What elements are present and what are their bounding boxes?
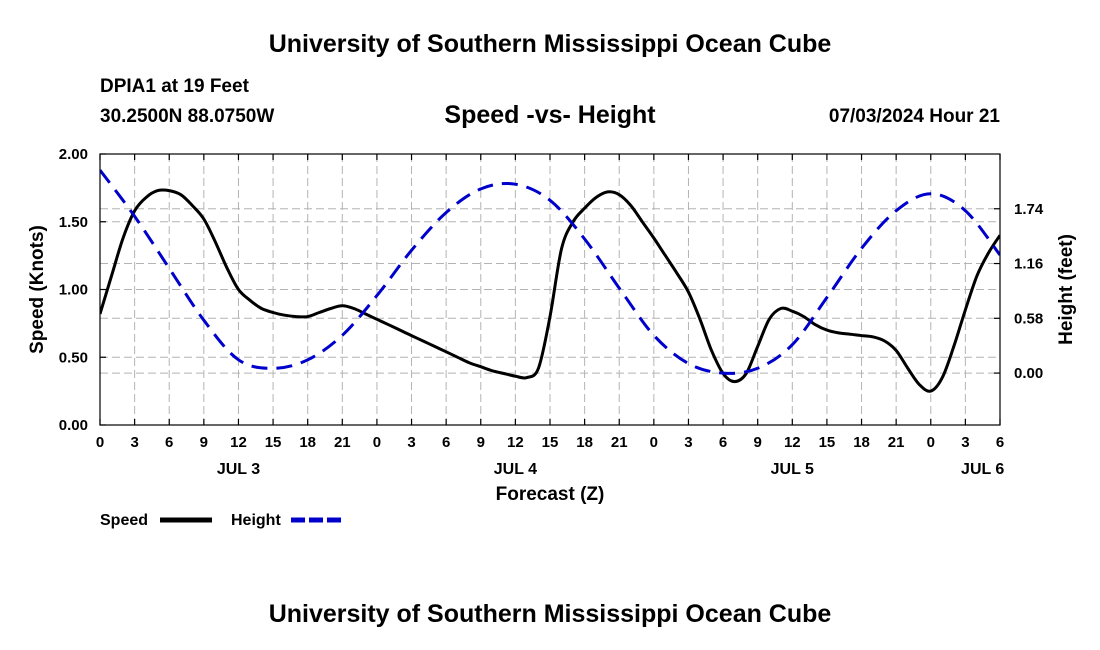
- x-tick-label: 3: [684, 434, 692, 451]
- x-tick-label: 9: [477, 434, 485, 451]
- x-tick-label: 21: [888, 434, 905, 451]
- series-line-height: [100, 169, 1000, 375]
- axes: 0 3 6 9 12 15 18 21 0 3 6 9 12 15 18 21 0 3 6 9 12 15 18 21 0 3 6 J…: [59, 146, 1044, 478]
- y-right-axis-title: Height (feet): [1056, 234, 1077, 345]
- x-tick-label: 0: [927, 434, 935, 451]
- y-right-tick-label: 1.74: [1014, 201, 1044, 218]
- x-tick-label: 15: [819, 434, 836, 451]
- x-tick-label: 6: [996, 434, 1004, 451]
- y-left-axis-title: Speed (Knots): [27, 225, 48, 354]
- x-tick-label: 15: [542, 434, 559, 451]
- footer-title: University of Southern Mississippi Ocean…: [268, 600, 832, 628]
- x-tick-label: 21: [334, 434, 351, 451]
- y-left-tick-label: 2.00: [59, 146, 88, 163]
- forecast-timestamp: 07/03/2024 Hour 21: [828, 106, 1000, 127]
- x-day-label: JUL 4: [494, 461, 537, 478]
- series-line-speed: [100, 188, 1000, 393]
- legend-label-speed: Speed: [100, 512, 148, 529]
- y-left-tick-label: 1.00: [59, 282, 88, 299]
- x-tick-label: 12: [507, 434, 524, 451]
- x-tick-label: 3: [130, 434, 138, 451]
- x-tick-label: 0: [96, 434, 104, 451]
- station-label: DPIA1 at 19 Feet: [100, 76, 249, 97]
- x-tick-label: 6: [165, 434, 173, 451]
- legend: Speed Height: [100, 512, 343, 529]
- chart-title: Speed -vs- Height: [444, 101, 656, 129]
- x-tick-label: 18: [853, 434, 870, 451]
- grid: [100, 154, 1000, 425]
- x-tick-label: 6: [719, 434, 727, 451]
- x-tick-label: 12: [230, 434, 247, 451]
- x-day-label: JUL 5: [771, 461, 814, 478]
- y-right-tick-label: 1.16: [1014, 256, 1043, 273]
- x-tick-label: 6: [442, 434, 450, 451]
- x-tick-label: 9: [754, 434, 762, 451]
- x-tick-label: 9: [200, 434, 208, 451]
- y-left-tick-label: 1.50: [59, 214, 88, 231]
- x-tick-label: 12: [784, 434, 801, 451]
- x-day-label: JUL 6: [961, 461, 1004, 478]
- station-coordinates: 30.2500N 88.0750W: [100, 106, 275, 127]
- y-left-tick-label: 0.50: [59, 349, 88, 366]
- y-right-tick-label: 0.00: [1014, 365, 1043, 382]
- x-tick-label: 18: [299, 434, 316, 451]
- y-left-tick-label: 0.00: [59, 417, 88, 434]
- x-tick-label: 15: [265, 434, 282, 451]
- x-day-label: JUL 3: [217, 461, 260, 478]
- x-tick-label: 3: [407, 434, 415, 451]
- x-tick-label: 18: [576, 434, 593, 451]
- page-title: University of Southern Mississippi Ocean…: [268, 30, 832, 58]
- x-tick-label: 21: [611, 434, 628, 451]
- x-tick-label: 3: [961, 434, 969, 451]
- series-layer: [100, 169, 1000, 393]
- x-axis-title: Forecast (Z): [496, 484, 605, 505]
- legend-label-height: Height: [231, 512, 281, 529]
- y-right-tick-label: 0.58: [1014, 310, 1043, 327]
- x-tick-label: 0: [650, 434, 658, 451]
- x-tick-label: 0: [373, 434, 381, 451]
